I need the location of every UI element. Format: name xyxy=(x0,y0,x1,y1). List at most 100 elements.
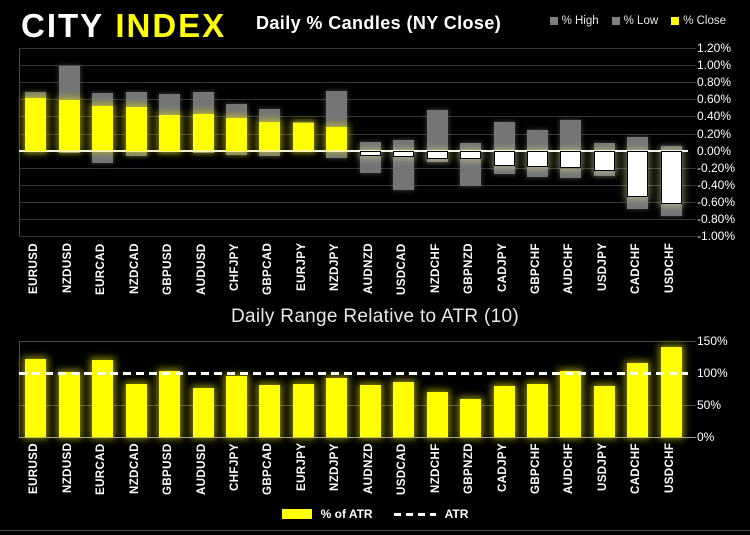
y-axis-label: 1.20% xyxy=(697,41,732,55)
category-label: AUDNZD xyxy=(362,243,375,294)
category-label: AUDNZD xyxy=(362,443,375,494)
candle-high-segment xyxy=(593,142,615,151)
candle-low-segment xyxy=(359,155,381,173)
zero-line xyxy=(19,149,688,152)
candle-close-bar xyxy=(125,107,147,151)
x-axis-line xyxy=(19,437,696,438)
category-label: CADCHF xyxy=(630,243,643,294)
legend-pct-atr-label: % of ATR xyxy=(320,507,373,521)
candle-high-segment xyxy=(426,110,448,151)
y-axis-label: 1.00% xyxy=(697,58,732,73)
candle-high-segment xyxy=(326,90,348,127)
atr-bar-swatch-icon xyxy=(281,509,312,519)
gridline xyxy=(19,65,696,67)
candle-high-segment xyxy=(92,93,114,107)
candle-close-bar xyxy=(25,97,47,151)
y-axis-label: 0.20% xyxy=(697,126,732,141)
category-label: USDJPY xyxy=(596,243,609,292)
gridline xyxy=(19,184,696,186)
candle-low-segment xyxy=(393,156,415,190)
close-swatch-icon xyxy=(671,17,680,25)
legend-item-close: % Close xyxy=(671,15,726,27)
atr-bar xyxy=(225,375,247,437)
candle-high-segment xyxy=(192,92,214,114)
category-label: NZDUSD xyxy=(61,243,74,294)
candle-close-bar xyxy=(460,150,482,159)
footer-divider xyxy=(0,530,750,531)
top-chart-title: Daily % Candles (NY Close) xyxy=(256,13,502,33)
atr-bar xyxy=(125,383,147,437)
candle-high-segment xyxy=(560,119,582,151)
category-label: USDCAD xyxy=(396,243,409,295)
candle-high-segment xyxy=(159,94,180,115)
candle-close-bar xyxy=(393,150,415,157)
legend-item-low: % Low xyxy=(611,15,659,27)
y-axis-label: 0% xyxy=(697,430,715,444)
high-swatch-icon xyxy=(549,17,558,25)
city-index-logo: CITY INDEX xyxy=(21,7,226,45)
gridline xyxy=(19,48,696,49)
category-label: EURUSD xyxy=(28,443,41,494)
logo-index: INDEX xyxy=(115,7,227,44)
atr-bar xyxy=(359,385,381,437)
candle-close-bar xyxy=(560,150,582,169)
y-axis-label: 50% xyxy=(697,398,722,412)
category-label: EURCAD xyxy=(95,443,108,495)
candle-close-bar xyxy=(326,126,348,151)
candle-low-segment xyxy=(58,150,80,154)
atr-bar xyxy=(92,359,114,437)
legend-low-label: % Low xyxy=(623,15,659,27)
candle-low-segment xyxy=(426,159,448,162)
gridline xyxy=(19,82,696,84)
candle-close-bar xyxy=(92,106,114,151)
legend-close-label: % Close xyxy=(683,15,726,27)
atr-bar xyxy=(627,363,649,437)
gridline xyxy=(19,405,696,406)
category-label: CHFJPY xyxy=(228,243,241,291)
atr-bar xyxy=(159,371,180,437)
gridline xyxy=(19,341,696,342)
candle-high-segment xyxy=(225,104,247,119)
category-label: GBPUSD xyxy=(162,243,174,295)
y-axis-label: 0.00% xyxy=(697,143,732,158)
candle-high-segment xyxy=(393,140,415,151)
candle-close-bar xyxy=(593,150,615,171)
low-swatch-icon xyxy=(611,17,620,25)
candle-close-bar xyxy=(493,150,515,166)
y-axis-label: -0.20% xyxy=(697,160,736,175)
category-label: AUDUSD xyxy=(195,243,208,295)
candle-close-bar xyxy=(225,118,247,151)
category-label: GBPNZD xyxy=(463,443,476,494)
gridline xyxy=(19,236,696,237)
candle-low-segment xyxy=(259,150,281,156)
atr-bar xyxy=(192,388,214,437)
candle-low-segment xyxy=(593,171,615,177)
atr-bar xyxy=(660,347,682,437)
category-label: GBPCHF xyxy=(530,443,542,494)
category-label: AUDUSD xyxy=(195,443,208,495)
candle-low-segment xyxy=(493,165,515,175)
candle-close-bar xyxy=(660,150,682,205)
category-label: CADJPY xyxy=(496,443,509,493)
candle-high-segment xyxy=(292,121,314,124)
top-chart-legend: % High % Low % Close xyxy=(549,15,726,27)
candle-close-bar xyxy=(192,113,214,151)
candle-low-segment xyxy=(460,159,482,186)
atr-bar xyxy=(326,377,348,437)
candle-high-segment xyxy=(493,121,515,151)
category-label: GBPCAD xyxy=(262,443,275,496)
category-label: NZDCHF xyxy=(429,243,442,293)
category-label: NZDCHF xyxy=(429,443,442,493)
category-label: USDCHF xyxy=(663,243,676,294)
atr-reference-line xyxy=(19,371,688,375)
category-label: CADJPY xyxy=(496,243,509,293)
atr-bar xyxy=(292,383,314,437)
category-label: EURJPY xyxy=(295,443,308,492)
candle-high-segment xyxy=(527,130,548,151)
gridline xyxy=(19,201,696,203)
candle-low-segment xyxy=(92,150,114,163)
category-label: CHFJPY xyxy=(228,443,241,491)
candle-high-segment xyxy=(125,91,147,107)
category-label: EURJPY xyxy=(295,243,308,292)
